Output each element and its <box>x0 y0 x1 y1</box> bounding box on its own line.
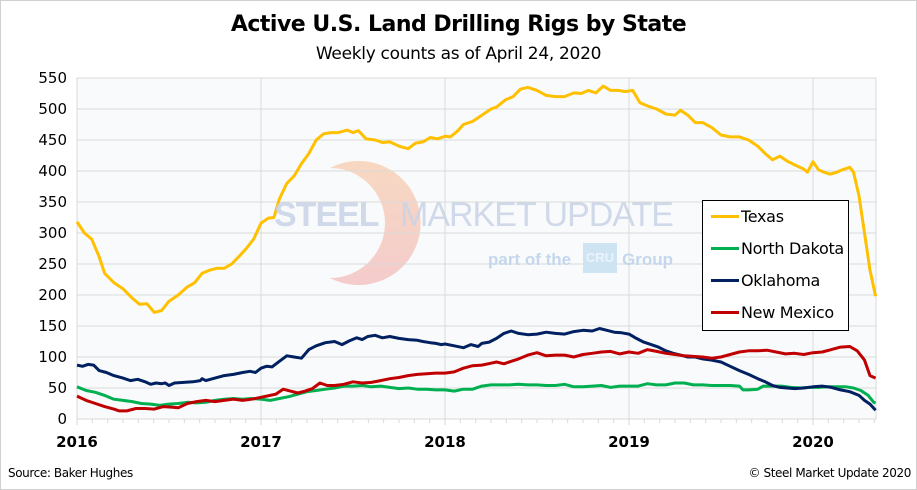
y-tick-label: 150 <box>38 317 67 335</box>
y-tick-label: 350 <box>38 193 67 211</box>
watermark-logo-arc <box>330 161 421 285</box>
series-line-texas <box>75 84 878 314</box>
watermark-part-of-the: part of the <box>488 250 572 269</box>
y-tick-label: 500 <box>38 100 67 118</box>
y-tick-label: 550 <box>38 69 67 87</box>
y-tick-label: 200 <box>38 286 67 304</box>
legend-swatch-new-mexico <box>711 310 739 314</box>
legend-item-new-mexico: New Mexico <box>711 302 834 322</box>
series-lines <box>75 84 878 413</box>
legend-item-north-dakota: North Dakota <box>711 238 844 258</box>
x-tick-label: 2019 <box>608 433 650 451</box>
y-axis-ticks: 0 50 100 150 200 250 300 350 400 450 500 550 <box>38 69 67 428</box>
y-tick-label: 0 <box>57 410 67 428</box>
legend-label: New Mexico <box>741 302 834 322</box>
series-line-oklahoma <box>76 327 877 412</box>
x-tick-label: 2017 <box>240 433 282 451</box>
y-tick-label: 300 <box>38 224 67 242</box>
legend-label: Texas <box>741 206 784 226</box>
legend-swatch-oklahoma <box>711 278 739 282</box>
legend-item-oklahoma: Oklahoma <box>711 270 820 290</box>
legend-label: North Dakota <box>741 238 844 258</box>
legend: Texas North Dakota Oklahoma New Mexico <box>702 200 849 331</box>
y-tick-label: 250 <box>38 255 67 273</box>
legend-swatch-north-dakota <box>711 246 739 250</box>
y-tick-label: 400 <box>38 162 67 180</box>
copyright-note: © Steel Market Update 2020 <box>748 466 911 480</box>
chart-subtitle: Weekly counts as of April 24, 2020 <box>315 44 602 64</box>
legend-swatch-texas <box>711 214 739 218</box>
x-tick-label: 2016 <box>56 433 98 451</box>
series-line-new-mexico <box>76 345 877 413</box>
watermark-cru-logo: CRU <box>583 243 617 273</box>
y-tick-label: 450 <box>38 131 67 149</box>
x-tick-label: 2020 <box>792 433 834 451</box>
legend-label: Oklahoma <box>741 270 821 290</box>
watermark-arc-shape <box>330 161 421 285</box>
source-note: Source: Baker Hughes <box>8 466 133 480</box>
y-tick-label: 50 <box>48 379 67 397</box>
chart-title: Active U.S. Land Drilling Rigs by State <box>230 12 687 37</box>
x-tick-label: 2018 <box>424 433 466 451</box>
watermark-market-update: MARKET UPDATE <box>400 196 674 234</box>
watermark-group: Group <box>622 250 673 269</box>
x-axis-ticks: 2016 2017 2018 2019 2020 <box>56 433 834 451</box>
watermark-steel: STEEL <box>274 196 380 234</box>
legend-item-texas: Texas <box>711 206 784 226</box>
y-tick-label: 100 <box>38 348 67 366</box>
